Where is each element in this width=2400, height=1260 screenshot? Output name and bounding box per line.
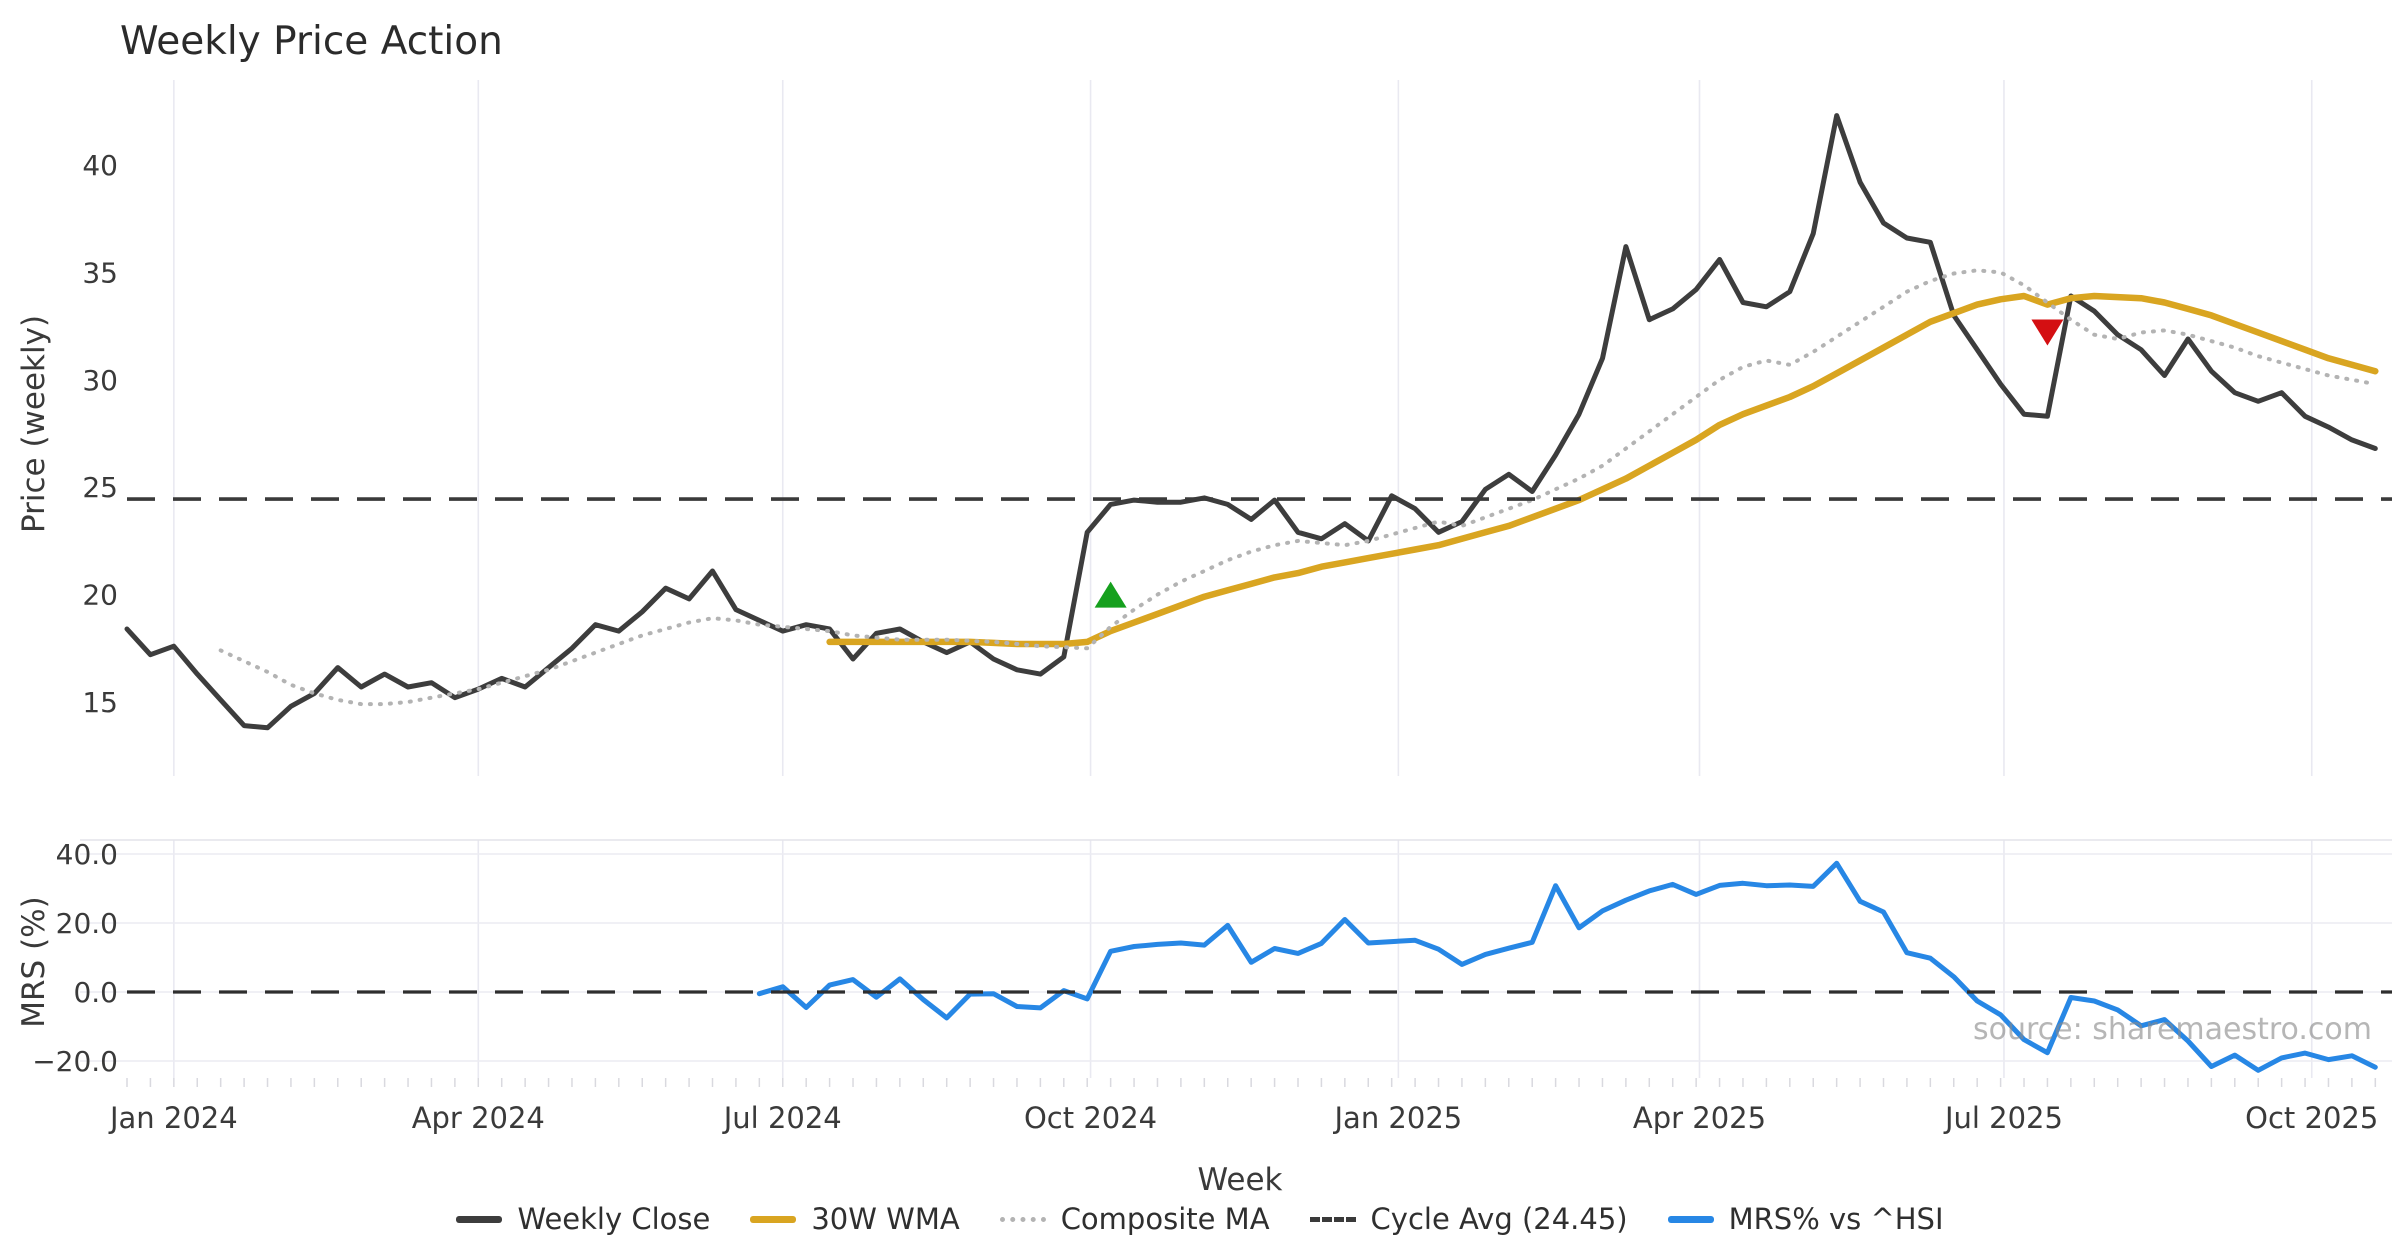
legend-label: Weekly Close — [517, 1202, 711, 1236]
mrs-ytick-label: 0.0 — [73, 976, 118, 1009]
sell-signal-marker — [2031, 319, 2064, 346]
legend-swatch-dashed — [1309, 1216, 1356, 1222]
buy-signal-marker — [1094, 581, 1127, 608]
legend-label: MRS% vs ^HSI — [1728, 1202, 1944, 1236]
price-ytick-label: 20 — [82, 579, 118, 612]
xtick-label: Jan 2024 — [108, 1101, 238, 1135]
xtick-label: Jul 2024 — [722, 1101, 842, 1135]
legend-item-composite-ma: Composite MA — [999, 1202, 1270, 1236]
axis-ticks: 40 35 30 25 20 15 40.0 20.0 0.0 −20.0 Jan 2024 Apr … — [32, 149, 2378, 1135]
legend-swatch-solid — [456, 1215, 503, 1223]
xtick-label: Apr 2024 — [412, 1101, 545, 1135]
legend-label: 30W WMA — [811, 1202, 960, 1236]
chart-legend: Weekly Close 30W WMA Composite MA Cycle Avg… — [0, 1202, 2400, 1236]
legend-swatch-dotted — [999, 1216, 1046, 1222]
legend-item-30w-wma: 30W WMA — [750, 1202, 960, 1236]
price-ytick-label: 35 — [82, 256, 118, 289]
source-watermark: source: sharemaestro.com — [1973, 1012, 2372, 1047]
mrs-ytick-label: −20.0 — [32, 1045, 118, 1078]
price-axis-label: Price (weekly) — [16, 315, 52, 533]
series-composite-ma — [218, 268, 2378, 707]
price-ytick-label: 15 — [82, 686, 118, 719]
series-mrs-vs-hsi — [756, 860, 2378, 1073]
legend-item-cycle-avg-24-45: Cycle Avg (24.45) — [1309, 1202, 1628, 1236]
mrs-ytick-label: 20.0 — [56, 907, 118, 940]
mrs-ytick-label: 40.0 — [56, 838, 118, 871]
xtick-label: Jan 2025 — [1333, 1101, 1463, 1135]
legend-item-mrs-vs-hsi: MRS% vs ^HSI — [1667, 1202, 1944, 1236]
gridlines — [80, 80, 2392, 1087]
series-30w-wma — [826, 292, 2379, 648]
price-ytick-label: 25 — [82, 471, 118, 504]
price-ytick-label: 30 — [82, 364, 118, 397]
week-axis-label: Week — [1198, 1162, 1283, 1198]
xtick-label: Jul 2025 — [1943, 1101, 2063, 1135]
legend-label: Cycle Avg (24.45) — [1370, 1202, 1628, 1236]
legend-item-weekly-close: Weekly Close — [456, 1202, 710, 1236]
chart-series — [124, 113, 2392, 1073]
legend-label: Composite MA — [1060, 1202, 1270, 1236]
signal-markers — [1094, 319, 2064, 608]
xtick-label: Oct 2024 — [1024, 1101, 1157, 1135]
price-ytick-label: 40 — [82, 149, 118, 182]
xtick-label: Apr 2025 — [1633, 1101, 1766, 1135]
mrs-axis-label: MRS (%) — [16, 896, 52, 1027]
chart-title: Weekly Price Action — [120, 19, 503, 64]
series-weekly-close — [124, 113, 2378, 731]
legend-swatch-solid — [750, 1215, 797, 1223]
legend-swatch-solid — [1667, 1215, 1714, 1223]
xtick-label: Oct 2025 — [2245, 1101, 2378, 1135]
